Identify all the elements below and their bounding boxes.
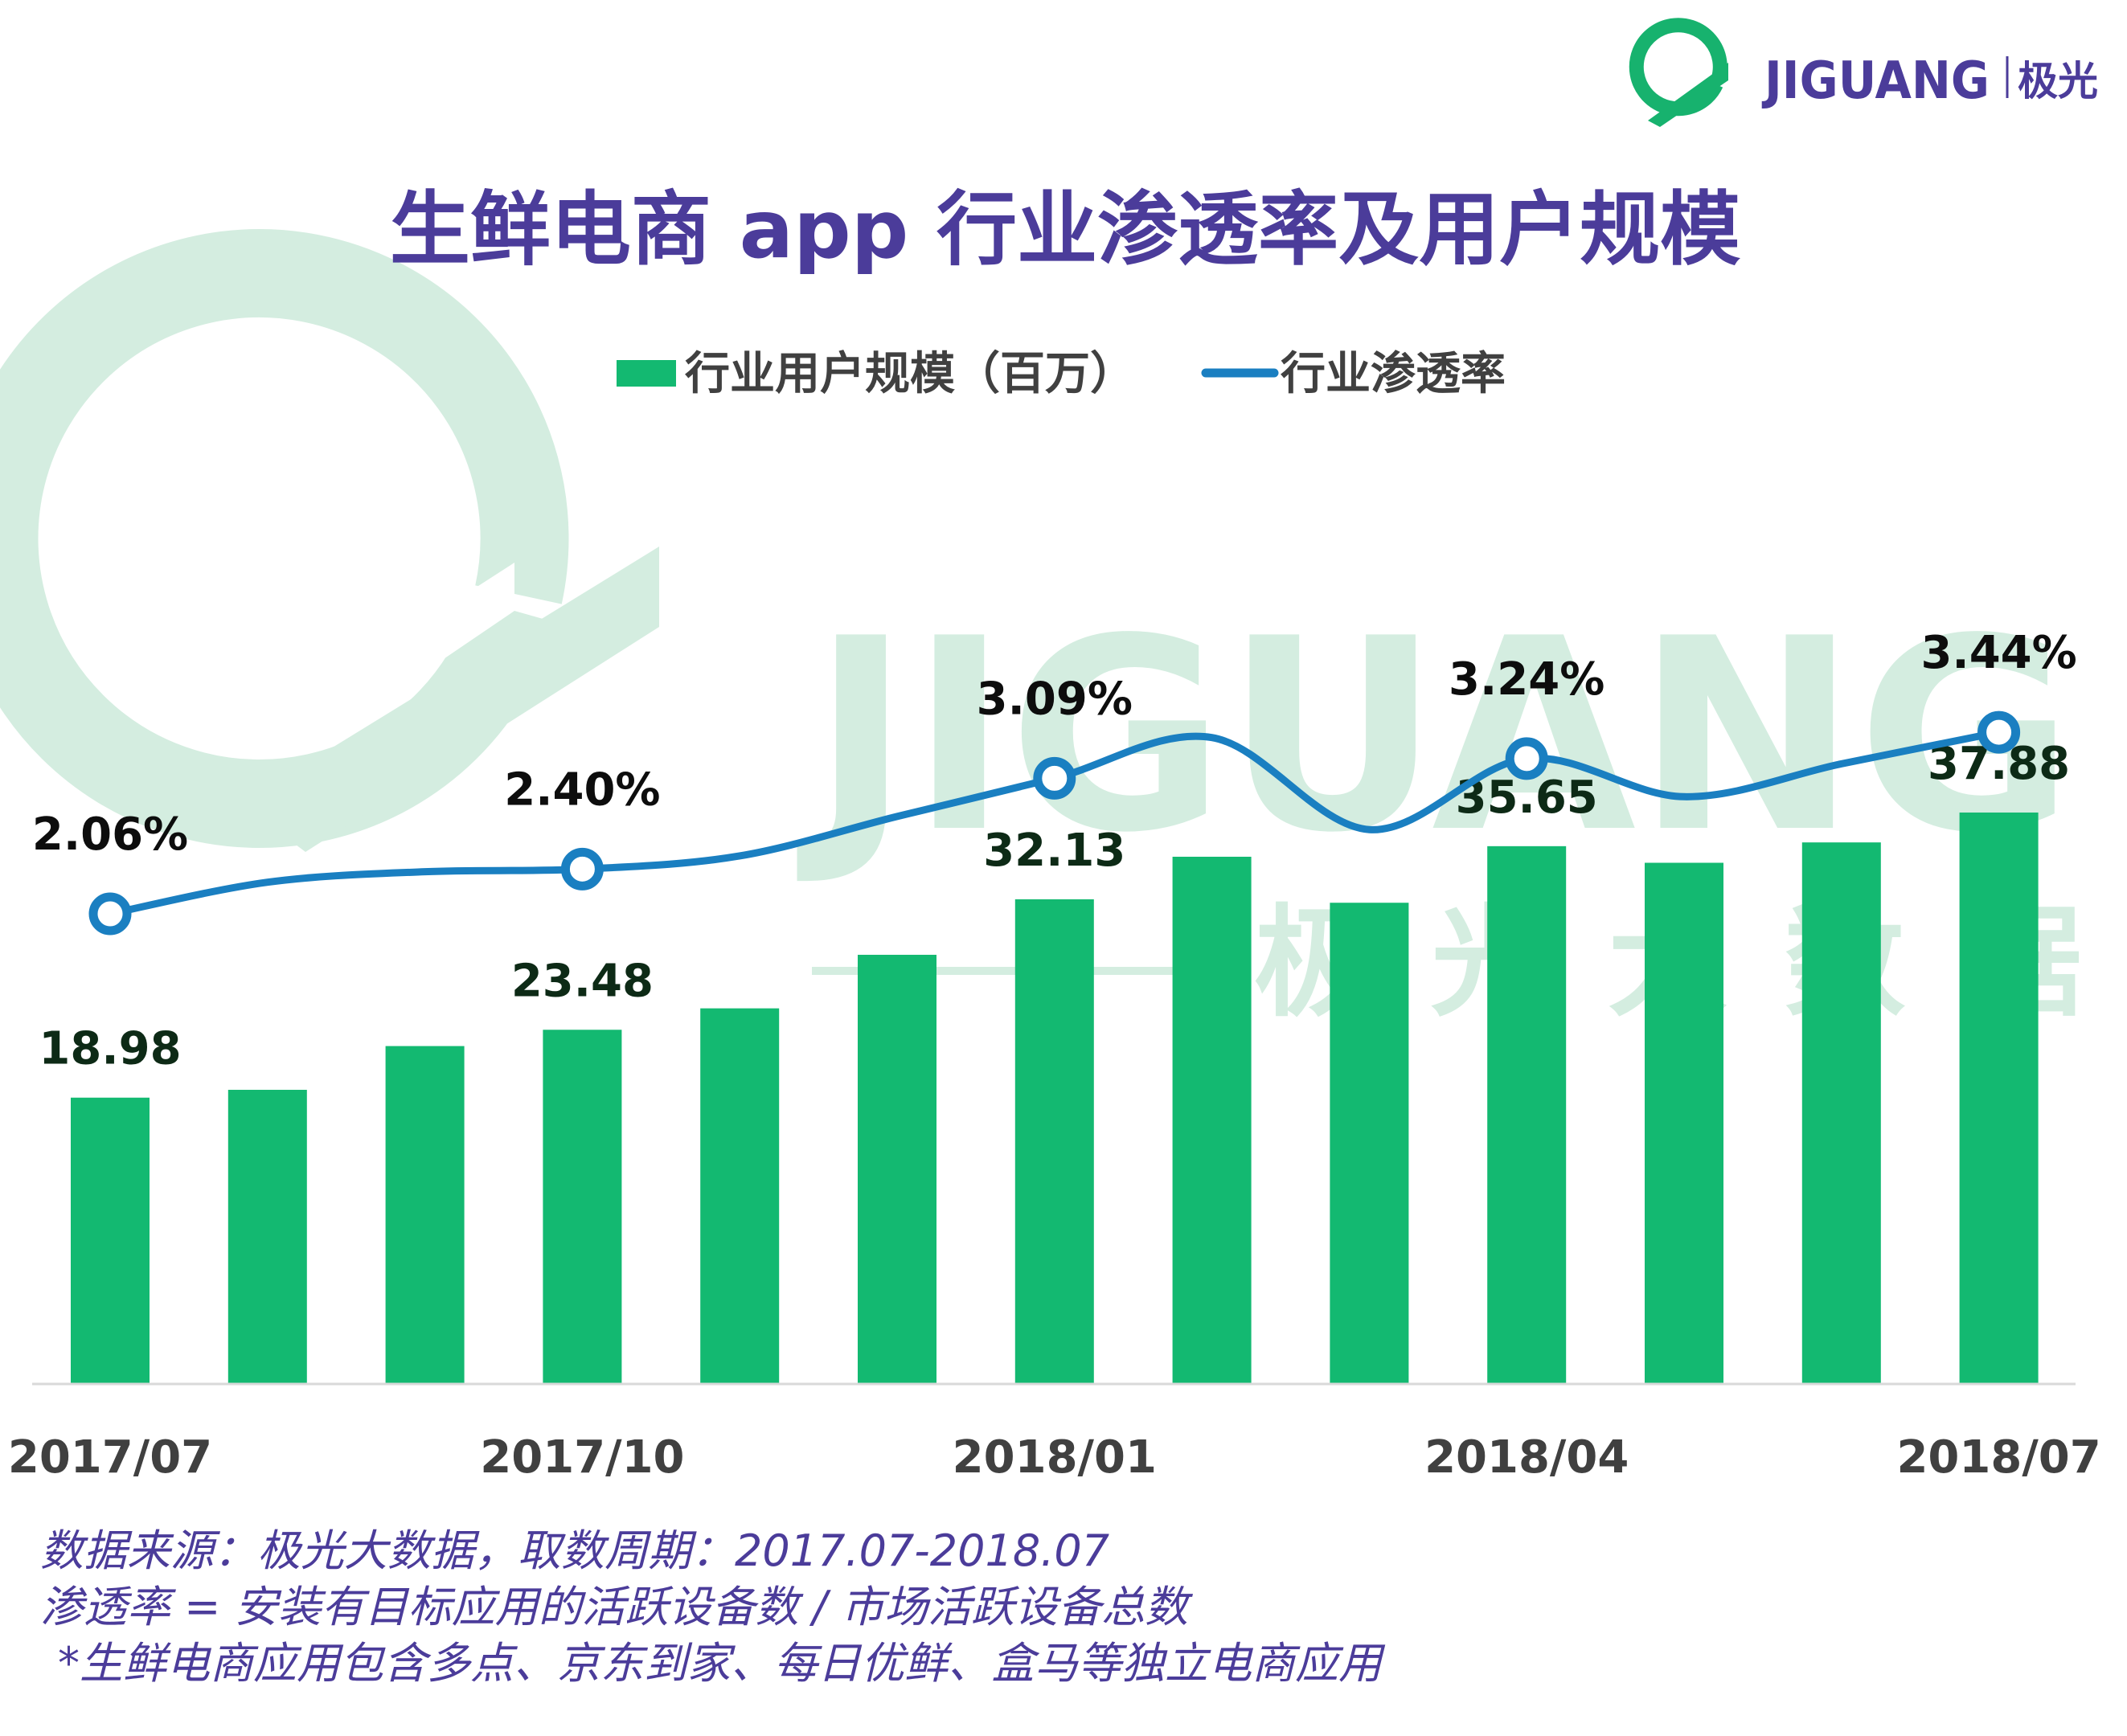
legend-bar-label: 行业用户规模（百万） <box>685 348 1135 400</box>
x-tick-label: 2017/10 <box>480 1431 684 1484</box>
brand-logo: JIGUANG 极光 <box>1629 18 2098 127</box>
watermark-brand-text: JIGUANG <box>795 582 2074 891</box>
bar-data-label: 23.48 <box>511 955 654 1007</box>
bars-group <box>71 812 2039 1384</box>
line-marker-2017-10 <box>560 847 604 891</box>
bar-data-label: 18.98 <box>39 1023 181 1075</box>
line-labels-group: 2.06% 2.40% 3.09% 3.24% 3.44% <box>32 627 2077 861</box>
x-tick-label: 2018/04 <box>1424 1431 1629 1484</box>
bar-2017-12 <box>858 954 936 1384</box>
bar-2018-01 <box>1014 899 1094 1384</box>
bar-2017-08 <box>227 1089 307 1384</box>
line-data-label: 2.40% <box>504 764 660 816</box>
bar-data-label: 32.13 <box>983 825 1125 877</box>
bar-2018-02 <box>1172 856 1252 1384</box>
brand-name-cn-text: 极光 <box>2018 58 2098 104</box>
bar-2018-04 <box>1487 845 1567 1384</box>
line-marker-2017-07 <box>88 892 132 936</box>
legend-bar-swatch <box>617 360 676 387</box>
jiguang-logo-icon <box>1629 18 1728 127</box>
x-tick-label: 2017/07 <box>8 1431 212 1484</box>
bar-2018-06 <box>1801 842 1881 1384</box>
x-tick-label: 2018/01 <box>953 1431 1157 1484</box>
x-tick-label: 2018/07 <box>1896 1431 2100 1484</box>
bar-2018-07 <box>1959 812 2039 1384</box>
line-data-label: 3.24% <box>1449 653 1604 706</box>
chart-title: 生鲜电商 app 行业渗透率及用户规模 <box>390 182 1740 276</box>
footer-source: 数据来源：极光大数据，取数周期：2017.07-2018.07 <box>40 1525 1110 1576</box>
footer-notes: 数据来源：极光大数据，取数周期：2017.07-2018.07 渗透率 = 安装… <box>40 1523 2098 1692</box>
line-marker-2018-01 <box>1033 756 1076 800</box>
watermark-logo-icon <box>0 229 659 852</box>
bar-2017-11 <box>700 1008 780 1384</box>
bar-2017-09 <box>385 1046 465 1384</box>
bar-2017-07 <box>71 1097 150 1384</box>
x-tick-labels: 2017/07 2017/10 2018/01 2018/04 2018/07 <box>8 1431 2101 1484</box>
line-data-label: 3.09% <box>977 673 1133 725</box>
line-marker-2018-07 <box>1977 710 2021 754</box>
line-data-label: 2.06% <box>32 809 188 861</box>
legend: 行业用户规模（百万） 行业渗透率 <box>617 348 1506 400</box>
footer-note: *生鲜电商应用包含多点、京东到家、每日优鲜、盒马等独立电商应用 <box>58 1638 1382 1689</box>
line-series-group <box>88 710 2021 936</box>
footer-definition: 渗透率 = 安装有目标应用的活跃设备数 / 市场活跃设备总数 <box>40 1582 1189 1632</box>
line-marker-2018-04 <box>1505 737 1548 780</box>
bar-2017-10 <box>543 1030 622 1384</box>
watermark: JIGUANG 极 光 大 数 据 <box>0 229 2082 1034</box>
brand-name-text: JIGUANG <box>1761 51 1990 111</box>
bar-2018-03 <box>1330 903 1409 1384</box>
line-data-label: 3.44% <box>1920 627 2076 679</box>
legend-line-label: 行业渗透率 <box>1281 348 1506 400</box>
bar-2018-05 <box>1645 862 1723 1384</box>
